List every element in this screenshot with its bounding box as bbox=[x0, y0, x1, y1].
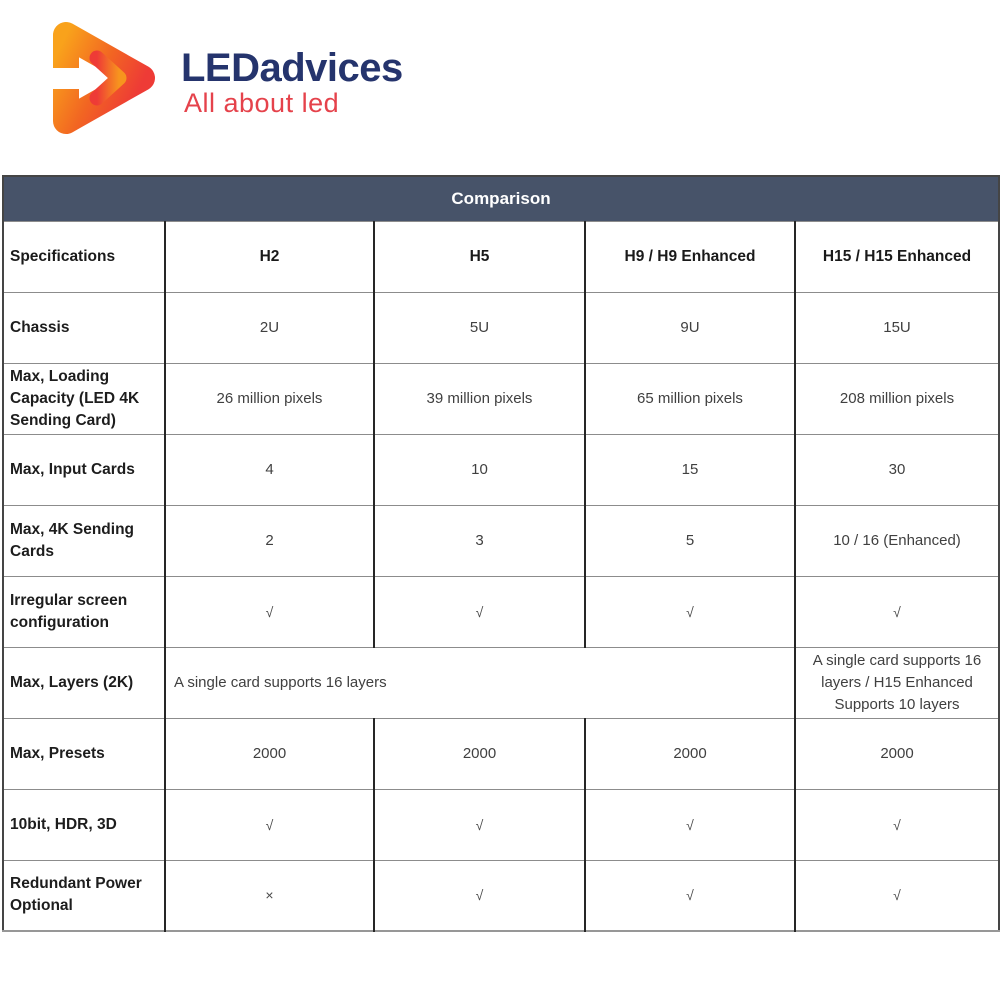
row-label: Max, Loading Capacity (LED 4K Sending Ca… bbox=[3, 362, 165, 434]
check-mark: √ bbox=[584, 788, 795, 860]
check-mark: √ bbox=[793, 859, 1000, 931]
table-row-max-layers: Max, Layers (2K) A single card supports … bbox=[3, 646, 1000, 718]
cell-value: A single card supports 16 layers / H15 E… bbox=[793, 646, 1000, 718]
check-mark: √ bbox=[793, 575, 1000, 647]
brand-wordmark: LEDadvices bbox=[181, 46, 403, 90]
cell-value: 2 bbox=[164, 504, 374, 576]
check-mark: √ bbox=[584, 859, 795, 931]
check-mark: √ bbox=[373, 575, 585, 647]
row-label: Chassis bbox=[3, 291, 165, 363]
column-header-row: Specifications H2 H5 H9 / H9 Enhanced H1… bbox=[3, 220, 1000, 292]
row-label: 10bit, HDR, 3D bbox=[3, 788, 165, 860]
cell-value: 39 million pixels bbox=[373, 362, 585, 434]
cell-value: 5U bbox=[373, 291, 585, 363]
cell-value-merged: A single card supports 16 layers bbox=[164, 646, 795, 718]
table-caption: Comparison bbox=[3, 176, 1000, 221]
column-header-h9: H9 / H9 Enhanced bbox=[584, 220, 795, 292]
table-row-loading-capacity: Max, Loading Capacity (LED 4K Sending Ca… bbox=[3, 362, 1000, 434]
table-row-irregular-screen: Irregular screen configuration √ √ √ √ bbox=[3, 575, 1000, 647]
column-header-h5: H5 bbox=[373, 220, 585, 292]
cell-value: 26 million pixels bbox=[164, 362, 374, 434]
table-row-10bit-hdr-3d: 10bit, HDR, 3D √ √ √ √ bbox=[3, 788, 1000, 860]
cell-value: 5 bbox=[584, 504, 795, 576]
table-row-redundant-power: Redundant Power Optional × √ √ √ bbox=[3, 859, 1000, 931]
comparison-table: Comparison Specifications H2 H5 H9 / H9 … bbox=[2, 175, 1000, 932]
cell-value: 10 / 16 (Enhanced) bbox=[793, 504, 1000, 576]
cell-value: 30 bbox=[793, 433, 1000, 505]
table-row-chassis: Chassis 2U 5U 9U 15U bbox=[3, 291, 1000, 363]
brand-header: LEDadvices All about led bbox=[0, 0, 1000, 160]
cell-value: 15U bbox=[793, 291, 1000, 363]
column-header-h15: H15 / H15 Enhanced bbox=[793, 220, 1000, 292]
row-label: Max, Layers (2K) bbox=[3, 646, 165, 718]
row-label: Redundant Power Optional bbox=[3, 859, 165, 931]
ledadvices-play-logo-icon bbox=[36, 18, 166, 140]
cell-value: 9U bbox=[584, 291, 795, 363]
cross-mark: × bbox=[164, 859, 374, 931]
check-mark: √ bbox=[584, 575, 795, 647]
check-mark: √ bbox=[164, 575, 374, 647]
column-header-specifications: Specifications bbox=[3, 220, 165, 292]
cell-value: 2000 bbox=[584, 717, 795, 789]
check-mark: √ bbox=[793, 788, 1000, 860]
table-row-input-cards: Max, Input Cards 4 10 15 30 bbox=[3, 433, 1000, 505]
row-label: Max, Presets bbox=[3, 717, 165, 789]
brand-tagline: All about led bbox=[184, 88, 340, 118]
cell-value: 208 million pixels bbox=[793, 362, 1000, 434]
table-row-4k-sending-cards: Max, 4K Sending Cards 2 3 5 10 / 16 (Enh… bbox=[3, 504, 1000, 576]
cell-value: 2000 bbox=[373, 717, 585, 789]
cell-value: 15 bbox=[584, 433, 795, 505]
cell-value: 2000 bbox=[793, 717, 1000, 789]
check-mark: √ bbox=[373, 859, 585, 931]
column-header-h2: H2 bbox=[164, 220, 374, 292]
check-mark: √ bbox=[164, 788, 374, 860]
table-row-max-presets: Max, Presets 2000 2000 2000 2000 bbox=[3, 717, 1000, 789]
cell-value: 3 bbox=[373, 504, 585, 576]
row-label: Irregular screen configuration bbox=[3, 575, 165, 647]
check-mark: √ bbox=[373, 788, 585, 860]
cell-value: 2U bbox=[164, 291, 374, 363]
cell-value: 4 bbox=[164, 433, 374, 505]
cell-value: 10 bbox=[373, 433, 585, 505]
cell-value: 2000 bbox=[164, 717, 374, 789]
row-label: Max, Input Cards bbox=[3, 433, 165, 505]
row-label: Max, 4K Sending Cards bbox=[3, 504, 165, 576]
cell-value: 65 million pixels bbox=[584, 362, 795, 434]
